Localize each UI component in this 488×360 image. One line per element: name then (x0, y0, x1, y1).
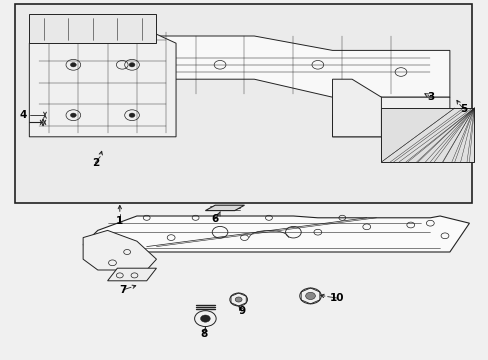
Circle shape (129, 63, 135, 67)
Text: 10: 10 (329, 293, 344, 303)
Circle shape (235, 297, 242, 302)
Circle shape (305, 292, 315, 300)
Text: 3: 3 (427, 92, 434, 102)
Text: 6: 6 (211, 214, 218, 224)
Circle shape (70, 63, 76, 67)
Text: 4: 4 (20, 110, 27, 120)
Polygon shape (29, 14, 156, 43)
Polygon shape (29, 25, 176, 137)
Circle shape (70, 113, 76, 117)
Polygon shape (83, 216, 468, 252)
Text: 7: 7 (119, 285, 127, 295)
Text: 9: 9 (238, 306, 245, 316)
Circle shape (299, 288, 321, 304)
Polygon shape (83, 230, 156, 270)
Polygon shape (332, 97, 449, 137)
Bar (15, 4, 471, 203)
Text: 1: 1 (116, 216, 123, 226)
Circle shape (194, 311, 216, 327)
Circle shape (129, 113, 135, 117)
Polygon shape (205, 205, 244, 211)
Polygon shape (49, 36, 449, 97)
Text: 5: 5 (459, 104, 466, 114)
Polygon shape (381, 108, 473, 162)
Circle shape (200, 315, 210, 322)
Polygon shape (332, 79, 381, 137)
Circle shape (229, 293, 247, 306)
Text: 2: 2 (92, 158, 99, 168)
Polygon shape (107, 268, 156, 281)
Text: 8: 8 (201, 329, 207, 339)
